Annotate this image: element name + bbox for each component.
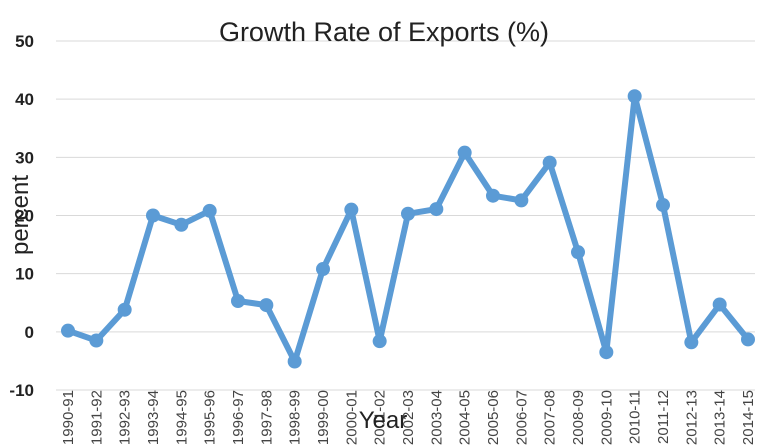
x-tick-label: 1996-97 xyxy=(230,390,247,445)
data-point xyxy=(202,203,217,218)
y-tick-label: 30 xyxy=(15,148,34,167)
data-point xyxy=(146,208,160,223)
x-tick-label: 2008-09 xyxy=(570,390,587,445)
y-tick-label: 20 xyxy=(15,207,34,226)
x-tick-label: 2012-13 xyxy=(683,390,700,445)
data-point xyxy=(486,188,500,203)
x-tick-label: 2009-10 xyxy=(598,390,615,445)
data-point xyxy=(174,217,189,232)
data-point xyxy=(401,206,415,221)
data-point xyxy=(599,345,614,360)
data-point xyxy=(259,298,274,313)
x-tick-label: 1994-95 xyxy=(173,390,190,445)
data-point xyxy=(656,198,670,213)
y-tick-label: 40 xyxy=(15,90,34,109)
y-tick-label: 10 xyxy=(15,265,34,284)
data-point xyxy=(627,89,642,104)
chart-title: Growth Rate of Exports (%) xyxy=(219,17,549,47)
data-point xyxy=(117,302,132,317)
data-point xyxy=(316,262,330,277)
x-tick-label: 1993-94 xyxy=(145,390,162,445)
x-tick-label: 2014-15 xyxy=(740,390,757,445)
data-point xyxy=(344,202,359,217)
x-tick-label: 2001-02 xyxy=(372,390,389,445)
data-point xyxy=(457,145,472,160)
data-point xyxy=(287,354,302,369)
series-layer xyxy=(61,89,755,369)
x-tick-label: 2003-04 xyxy=(428,390,445,445)
data-point xyxy=(514,193,529,208)
y-axis-label: percent xyxy=(7,175,34,255)
x-tick-label: 1992-93 xyxy=(117,390,134,445)
data-point xyxy=(61,323,75,338)
x-tick-label: 2010-11 xyxy=(627,390,644,444)
data-point xyxy=(372,334,387,349)
x-tick-label: 2000-01 xyxy=(343,390,360,445)
data-point xyxy=(571,245,585,260)
x-tick-label: 1991-92 xyxy=(88,390,105,445)
y-tick-label: 0 xyxy=(25,323,34,342)
x-tick-label: 1998-99 xyxy=(287,390,304,445)
x-tick-labels: 1990-91 1991-92 1992-93 1993-94 1994-95 1995-… xyxy=(60,390,757,445)
x-tick-label: 2006-07 xyxy=(513,390,530,445)
x-tick-label: 2007-08 xyxy=(542,390,559,445)
x-tick-label: 2011-12 xyxy=(655,390,672,444)
y-tick-labels: -10 0 10 20 30 40 50 xyxy=(9,32,34,400)
data-point xyxy=(542,155,557,170)
x-tick-label: 1997-98 xyxy=(258,390,275,445)
x-tick-label: 1999-00 xyxy=(315,390,332,445)
gridlines xyxy=(56,40,755,391)
x-tick-label: 1995-96 xyxy=(202,390,219,445)
y-tick-label: 50 xyxy=(15,32,34,51)
data-point xyxy=(741,332,755,347)
x-tick-label: 2002-03 xyxy=(400,390,417,445)
x-tick-label: 2004-05 xyxy=(457,390,474,445)
data-point xyxy=(712,297,727,312)
data-point xyxy=(89,333,104,348)
series-line-0 xyxy=(65,93,751,365)
x-axis-label: Year xyxy=(359,407,408,434)
x-tick-label: 2005-06 xyxy=(485,390,502,445)
y-tick-label: -10 xyxy=(9,381,34,400)
data-point xyxy=(684,335,699,350)
data-point xyxy=(429,202,444,217)
x-tick-label: 2013-14 xyxy=(712,390,729,445)
data-point xyxy=(231,294,245,309)
x-tick-label: 1990-91 xyxy=(60,390,77,445)
